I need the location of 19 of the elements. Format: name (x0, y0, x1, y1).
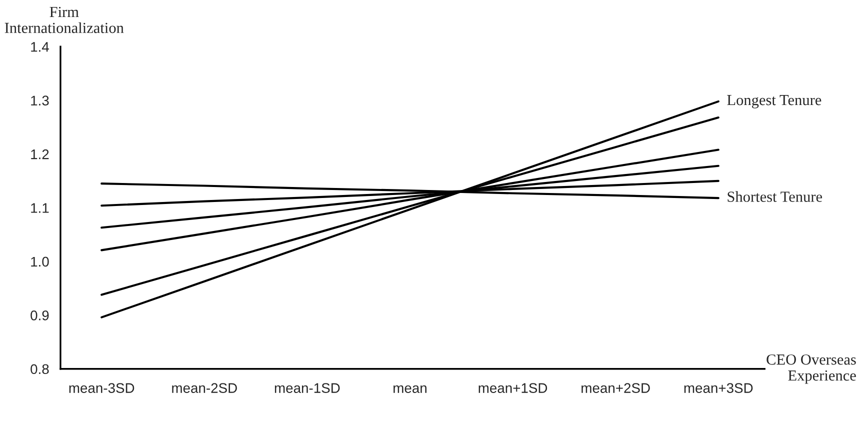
x-tick-label: mean-2SD (172, 383, 237, 393)
x-axis-title: CEO Overseas Experience (766, 354, 856, 384)
y-tick-label: 1.2 (31, 149, 49, 160)
y-tick-label: 0.8 (30, 364, 49, 374)
x-tick-label: mean-1SD (274, 383, 340, 393)
series-label: Longest Tenure (727, 95, 822, 108)
x-tick-label: mean+3SD (684, 383, 753, 393)
x-tick-label: mean (394, 385, 426, 393)
y-axis-title: Firm Internationalization (4, 6, 124, 34)
y-tick-label: 1.3 (31, 96, 49, 106)
y-tick-label: 1.0 (31, 256, 49, 267)
y-tick-label: 1.4 (31, 42, 49, 52)
x-tick-label: mean-3SD (69, 383, 134, 393)
line-series (100, 100, 720, 318)
x-tick-label: mean+2SD (582, 383, 650, 393)
series-label: Shortest Tenure (728, 191, 822, 202)
y-tick-label: 0.9 (30, 310, 49, 320)
x-tick-label: mean+1SD (478, 383, 548, 393)
y-tick-label: 1.1 (31, 203, 49, 213)
